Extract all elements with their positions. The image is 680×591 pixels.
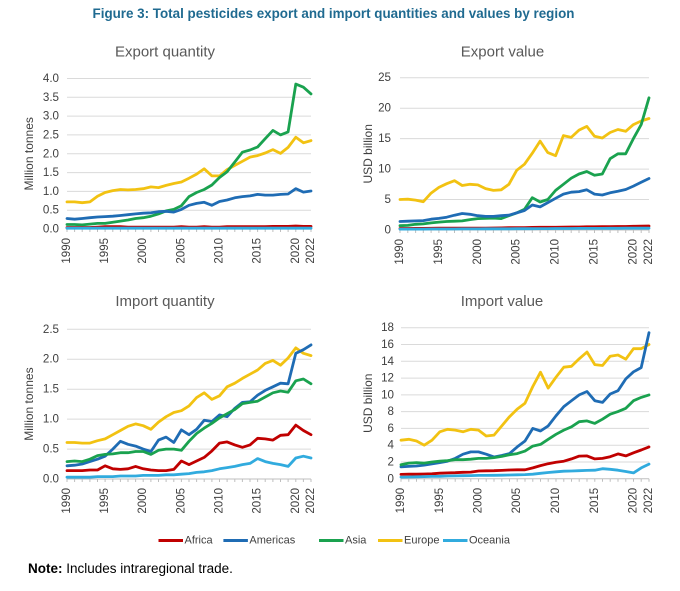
svg-text:Asia: Asia xyxy=(345,535,367,547)
svg-text:20: 20 xyxy=(378,102,391,115)
svg-text:1990: 1990 xyxy=(61,488,73,514)
svg-text:2010: 2010 xyxy=(550,239,562,265)
svg-text:Million tonnes: Million tonnes xyxy=(22,367,36,440)
svg-text:0.0: 0.0 xyxy=(43,223,59,236)
svg-text:Figure 3: Total pesticides exp: Figure 3: Total pesticides export and im… xyxy=(93,6,575,21)
svg-text:5: 5 xyxy=(385,193,391,206)
svg-text:Americas: Americas xyxy=(249,535,295,547)
svg-text:2022: 2022 xyxy=(643,488,655,514)
svg-text:6: 6 xyxy=(388,422,394,435)
svg-text:1990: 1990 xyxy=(394,239,406,265)
svg-text:2000: 2000 xyxy=(472,239,484,265)
svg-text:2000: 2000 xyxy=(137,238,149,264)
svg-text:Import quantity: Import quantity xyxy=(115,293,215,310)
svg-text:2015: 2015 xyxy=(252,238,264,264)
svg-text:2020: 2020 xyxy=(628,488,640,514)
svg-text:2: 2 xyxy=(388,456,394,469)
svg-text:1990: 1990 xyxy=(395,488,407,514)
svg-text:2020: 2020 xyxy=(627,239,639,265)
svg-text:2022: 2022 xyxy=(305,238,317,264)
svg-text:Export value: Export value xyxy=(461,44,544,61)
svg-text:0.0: 0.0 xyxy=(43,473,59,486)
svg-text:USD billion: USD billion xyxy=(361,124,375,183)
svg-text:2010: 2010 xyxy=(214,238,226,264)
svg-text:0: 0 xyxy=(385,224,391,237)
svg-text:2005: 2005 xyxy=(175,238,187,264)
svg-text:1995: 1995 xyxy=(99,238,111,264)
svg-text:1.0: 1.0 xyxy=(43,413,59,426)
svg-text:2005: 2005 xyxy=(511,239,523,265)
svg-text:Export quantity: Export quantity xyxy=(115,44,216,61)
svg-text:0: 0 xyxy=(388,472,394,485)
svg-text:1995: 1995 xyxy=(434,488,446,514)
svg-text:2022: 2022 xyxy=(643,239,655,265)
svg-text:4: 4 xyxy=(388,439,395,452)
svg-text:1.5: 1.5 xyxy=(43,166,59,179)
svg-text:25: 25 xyxy=(378,71,391,84)
svg-text:0.5: 0.5 xyxy=(43,204,59,217)
svg-text:3.0: 3.0 xyxy=(43,110,59,123)
svg-text:USD billion: USD billion xyxy=(361,374,375,433)
svg-text:2010: 2010 xyxy=(214,488,226,514)
svg-text:2000: 2000 xyxy=(473,488,485,514)
svg-text:Million tonnes: Million tonnes xyxy=(22,117,36,190)
svg-text:14: 14 xyxy=(381,355,394,368)
svg-text:1.0: 1.0 xyxy=(43,185,59,198)
svg-text:18: 18 xyxy=(381,321,394,334)
svg-text:2.0: 2.0 xyxy=(43,353,59,366)
svg-text:2005: 2005 xyxy=(511,488,523,514)
svg-text:2020: 2020 xyxy=(290,238,302,264)
svg-text:Europe: Europe xyxy=(404,535,439,547)
svg-text:2.0: 2.0 xyxy=(43,147,59,160)
svg-text:Import value: Import value xyxy=(461,293,544,310)
svg-text:2022: 2022 xyxy=(305,488,317,514)
svg-text:2.5: 2.5 xyxy=(43,323,59,336)
svg-text:Africa: Africa xyxy=(185,535,214,547)
svg-text:2015: 2015 xyxy=(252,488,264,514)
svg-text:4.0: 4.0 xyxy=(43,72,59,85)
svg-text:3.5: 3.5 xyxy=(43,91,59,104)
svg-text:2.5: 2.5 xyxy=(43,128,59,141)
svg-text:10: 10 xyxy=(381,388,394,401)
svg-text:2005: 2005 xyxy=(175,488,187,514)
svg-text:2015: 2015 xyxy=(589,488,601,514)
svg-text:Oceania: Oceania xyxy=(469,535,511,547)
svg-text:2020: 2020 xyxy=(290,488,302,514)
svg-text:1995: 1995 xyxy=(433,239,445,265)
svg-text:16: 16 xyxy=(381,338,394,351)
svg-text:8: 8 xyxy=(388,405,394,418)
svg-text:15: 15 xyxy=(378,132,391,145)
svg-text:2015: 2015 xyxy=(589,239,601,265)
svg-text:0.5: 0.5 xyxy=(43,443,59,456)
svg-text:12: 12 xyxy=(381,372,394,385)
svg-text:1.5: 1.5 xyxy=(43,383,59,396)
svg-text:2010: 2010 xyxy=(550,488,562,514)
svg-text:1995: 1995 xyxy=(99,488,111,514)
svg-text:1990: 1990 xyxy=(61,238,73,264)
svg-text:2000: 2000 xyxy=(137,488,149,514)
svg-text:Note: Includes intraregional t: Note: Includes intraregional trade. xyxy=(28,561,233,576)
svg-text:10: 10 xyxy=(378,163,391,176)
